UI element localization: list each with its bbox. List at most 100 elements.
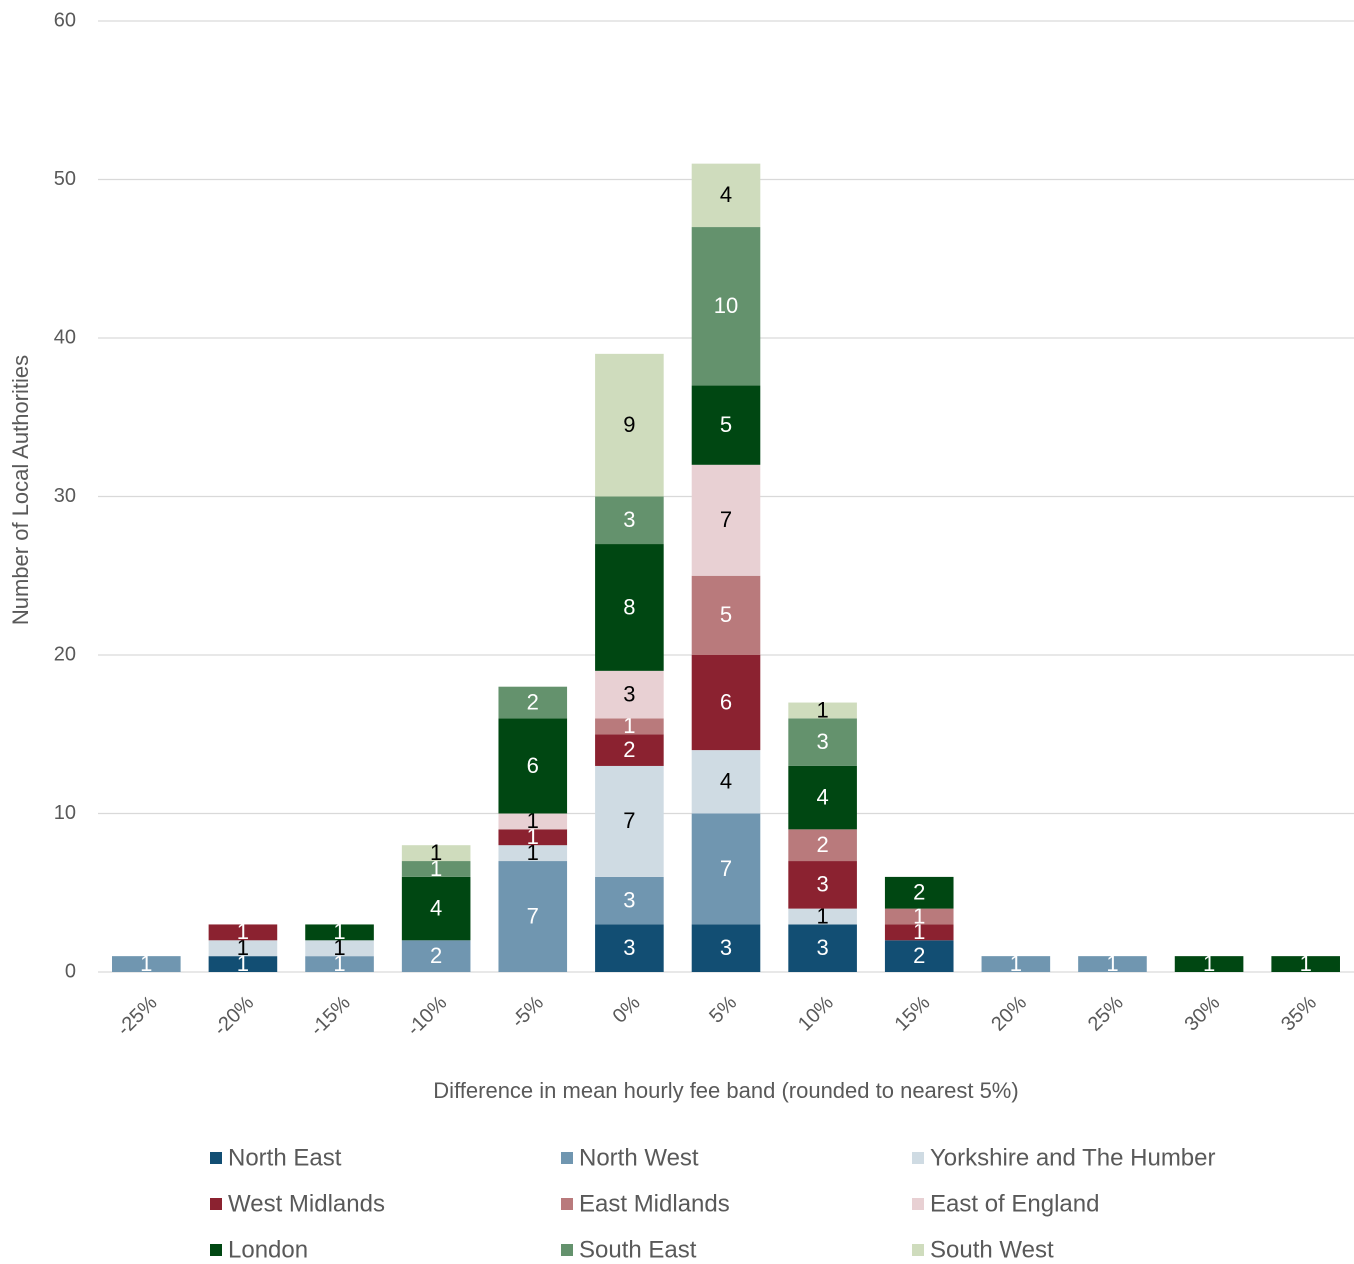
bar-segment — [691, 575, 761, 655]
y-tick-label: 20 — [54, 643, 76, 665]
data-label: 1 — [430, 856, 442, 881]
data-label: 1 — [430, 840, 442, 865]
data-label: 1 — [527, 824, 539, 849]
x-tick-label: 25% — [1084, 992, 1128, 1036]
data-label: 1 — [1300, 951, 1312, 976]
bar-segment — [498, 861, 568, 972]
bar-segment — [595, 544, 664, 671]
x-tick-label: 20% — [987, 992, 1031, 1036]
bar-segment — [498, 813, 568, 830]
bar-segment — [401, 876, 471, 941]
legend-label: Yorkshire and The Humber — [930, 1144, 1216, 1171]
bar-segment — [595, 718, 664, 735]
x-tick-label: -10% — [403, 992, 452, 1041]
y-axis-title: Number of Local Authorities — [8, 355, 33, 625]
data-label: 4 — [720, 182, 732, 207]
bar-segment — [1271, 956, 1340, 972]
bar-segment — [1174, 956, 1244, 972]
bar-segment — [788, 829, 857, 862]
legend-swatch — [912, 1152, 924, 1164]
x-tick-label: -25% — [113, 992, 162, 1041]
x-tick-label: 30% — [1180, 992, 1224, 1036]
data-label: 1 — [1106, 951, 1118, 976]
data-label: 7 — [720, 507, 732, 532]
bar-segment — [208, 924, 278, 941]
data-label: 7 — [623, 808, 635, 833]
data-label: 3 — [623, 887, 635, 912]
data-label: 3 — [816, 729, 828, 754]
bar-segment — [691, 924, 761, 972]
legend-swatch — [561, 1198, 573, 1210]
legend-swatch — [210, 1198, 222, 1210]
bar-segment — [691, 813, 761, 925]
bar-segment — [498, 718, 568, 814]
data-label: 2 — [913, 880, 925, 905]
data-label: 1 — [527, 840, 539, 865]
bar-segment — [595, 765, 664, 877]
bar-segment — [401, 940, 471, 972]
bar-segment — [884, 924, 954, 941]
bar-segment — [691, 227, 761, 386]
bar-segment — [595, 670, 664, 719]
legend-swatch — [912, 1244, 924, 1256]
data-label: 5 — [720, 602, 732, 627]
data-label: 1 — [913, 903, 925, 928]
legend-label: West Midlands — [228, 1190, 385, 1217]
data-label: 3 — [720, 935, 732, 960]
data-label: 1 — [140, 951, 152, 976]
x-tick-label: 35% — [1277, 992, 1321, 1036]
legend-label: South East — [579, 1236, 697, 1263]
bar-segment — [788, 718, 857, 766]
data-label: 8 — [623, 594, 635, 619]
bar-segment — [884, 908, 954, 925]
data-label: 3 — [816, 872, 828, 897]
data-label: 1 — [237, 951, 249, 976]
data-label: 1 — [1203, 951, 1215, 976]
data-label: 3 — [623, 935, 635, 960]
legend-swatch — [561, 1152, 573, 1164]
data-label: 4 — [720, 769, 732, 794]
legend-swatch — [210, 1152, 222, 1164]
data-label: 2 — [816, 832, 828, 857]
data-label: 4 — [430, 895, 442, 920]
bar-segment — [788, 765, 857, 830]
data-label: 4 — [816, 784, 828, 809]
data-label: 1 — [237, 935, 249, 960]
data-label: 5 — [720, 412, 732, 437]
x-tick-label: 10% — [794, 992, 838, 1036]
legend-swatch — [210, 1244, 222, 1256]
x-tick-label: 15% — [891, 992, 935, 1036]
x-tick-label: 5% — [705, 992, 741, 1028]
legend-label: South West — [930, 1236, 1054, 1263]
data-label: 2 — [913, 943, 925, 968]
data-label: 6 — [720, 689, 732, 714]
bar-segment — [788, 702, 857, 719]
bar-segment — [884, 876, 954, 909]
bar-segment — [691, 655, 761, 751]
legend-label: East of England — [930, 1190, 1099, 1217]
data-label: 1 — [333, 951, 345, 976]
data-label: 10 — [714, 293, 738, 318]
legend-swatch — [561, 1244, 573, 1256]
data-label: 1 — [527, 808, 539, 833]
bar-segment — [401, 861, 471, 877]
bar-segment — [788, 861, 857, 909]
bar-segment — [788, 908, 857, 925]
bar-segment — [1078, 956, 1147, 972]
bar-segment — [788, 924, 857, 972]
y-tick-label: 30 — [54, 485, 76, 507]
legend-label: North West — [579, 1144, 699, 1171]
bar-segment — [884, 940, 954, 972]
y-tick-label: 50 — [54, 168, 76, 190]
data-label: 1 — [333, 935, 345, 960]
bar-segment — [112, 956, 181, 972]
data-label: 3 — [816, 935, 828, 960]
data-label: 1 — [623, 713, 635, 738]
bar-segment — [691, 385, 761, 465]
bar-segment — [595, 353, 664, 497]
data-label: 2 — [430, 943, 442, 968]
bar-segment — [498, 829, 568, 846]
bar-segment — [305, 940, 374, 957]
x-tick-label: -20% — [210, 992, 259, 1041]
